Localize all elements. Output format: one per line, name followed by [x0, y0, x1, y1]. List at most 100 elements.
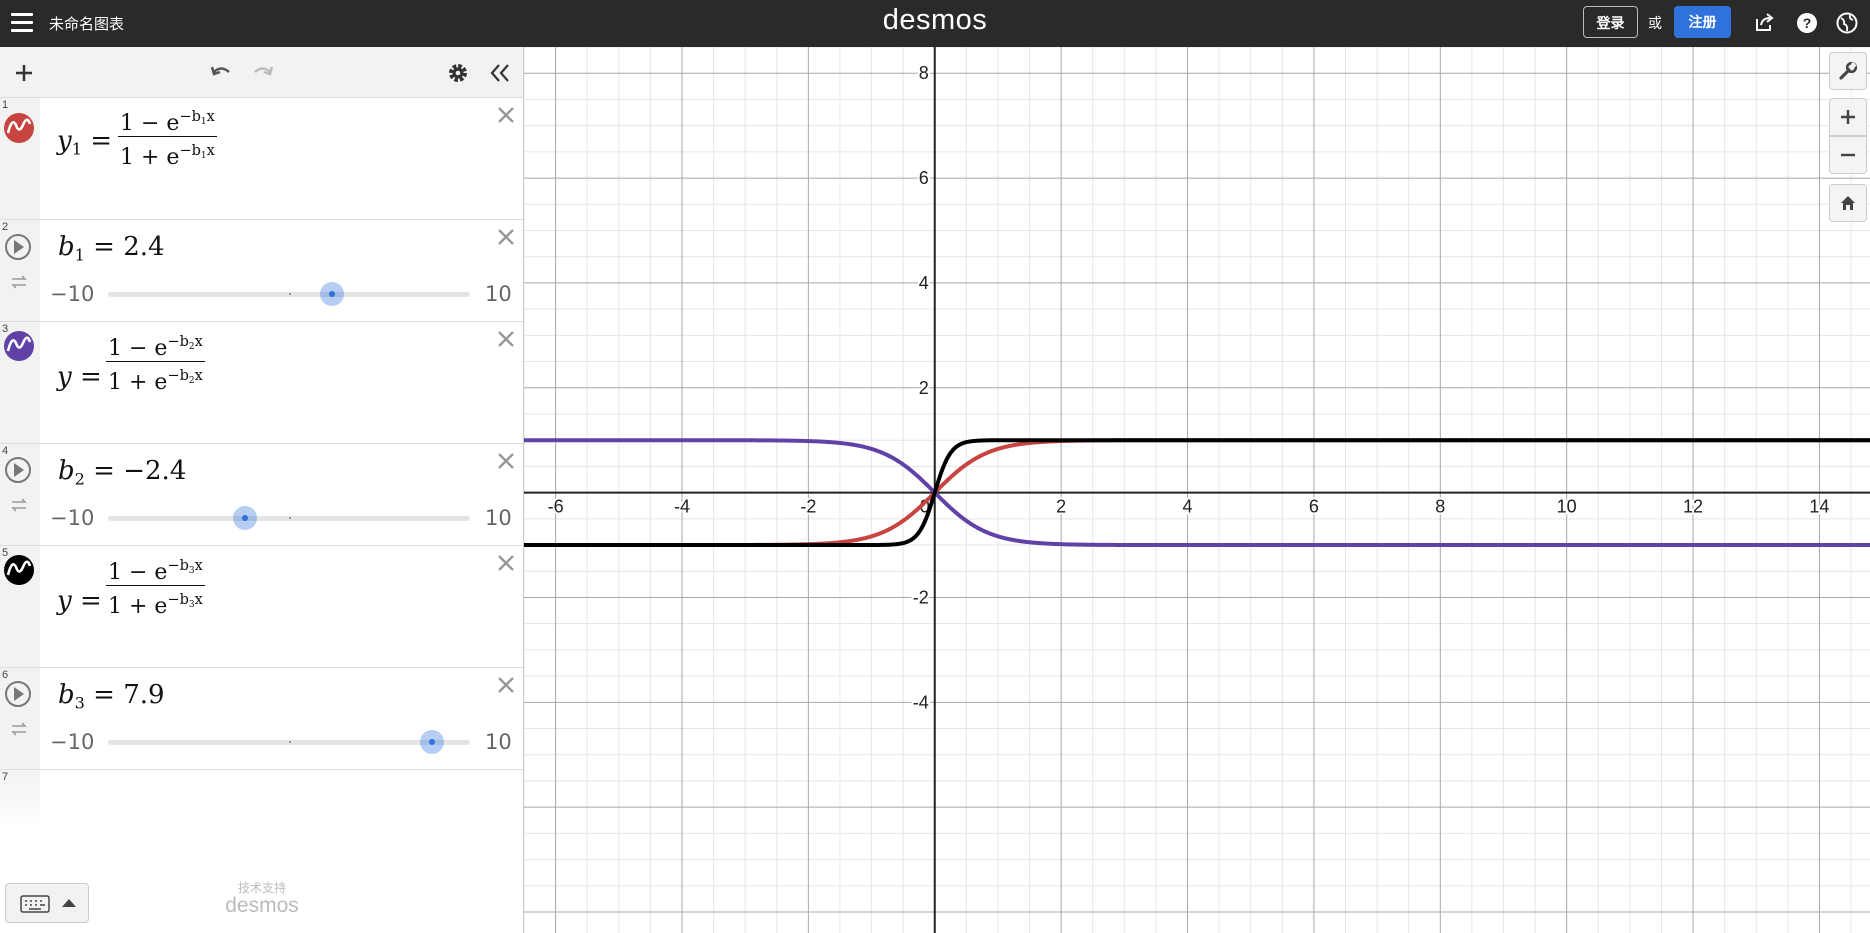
curve-purple: [524, 438, 1870, 548]
caret-up-icon: [62, 899, 76, 907]
add-icon[interactable]: [11, 60, 37, 86]
graph-color-icon-purple[interactable]: [3, 330, 35, 362]
y-tick-label: 8: [919, 63, 929, 83]
play-icon[interactable]: [4, 680, 32, 708]
expression-row-7[interactable]: 7: [0, 770, 523, 830]
graph-title[interactable]: 未命名图表: [49, 16, 125, 33]
expression-row-5[interactable]: 5 y = 1 − e−b3x 1 + e−b3x: [0, 546, 523, 668]
slider-max[interactable]: 10: [485, 730, 512, 754]
menu-icon[interactable]: [11, 13, 33, 33]
expression-gutter: [0, 770, 40, 830]
help-icon[interactable]: ?: [1796, 12, 1818, 34]
graph-color-icon-red[interactable]: [3, 112, 35, 144]
x-tick-label: 14: [1809, 497, 1829, 517]
collapse-icon[interactable]: [487, 60, 513, 86]
x-tick-label: 10: [1557, 497, 1577, 517]
default-viewport-button[interactable]: [1829, 184, 1867, 222]
slider-expression[interactable]: b1 = 2.4: [58, 232, 165, 265]
loop-icon[interactable]: [10, 275, 28, 289]
login-button[interactable]: 登录: [1583, 6, 1638, 38]
zoom-out-button[interactable]: [1829, 136, 1867, 174]
delete-expression-icon[interactable]: [495, 552, 517, 574]
slider-min[interactable]: −10: [50, 506, 95, 530]
expression-index: 6: [2, 669, 9, 681]
equation-lhs: y1 =: [57, 126, 113, 159]
slider-min[interactable]: −10: [50, 730, 95, 754]
expression-toolbar: [0, 47, 523, 98]
zoom-in-button[interactable]: [1829, 98, 1867, 136]
equation-lhs: y =: [57, 586, 102, 616]
expression-gutter: [0, 220, 40, 321]
slider-zero-mark: [289, 741, 291, 743]
slider-thumb[interactable]: [320, 282, 344, 306]
or-label: 或: [1648, 15, 1662, 31]
undo-icon[interactable]: [208, 60, 234, 86]
loop-icon[interactable]: [10, 498, 28, 512]
equation-fraction[interactable]: 1 − e−b3x 1 + e−b3x: [106, 557, 205, 620]
equation-fraction[interactable]: 1 − e−b2x 1 + e−b2x: [106, 333, 205, 396]
powered-by-label: 技术支持: [237, 881, 286, 895]
zoom-out-icon: [1841, 153, 1855, 157]
x-tick-label: 6: [1309, 497, 1319, 517]
keyboard-icon: [20, 895, 50, 913]
zoom-in-icon: [1841, 110, 1855, 124]
slider-max[interactable]: 10: [485, 282, 512, 306]
x-tick-label: 2: [1056, 497, 1066, 517]
slider-zero-mark: [289, 293, 291, 295]
graph-color-icon-black[interactable]: [3, 554, 35, 586]
x-tick-label: -2: [800, 497, 816, 517]
svg-text:?: ?: [1803, 15, 1812, 31]
x-tick-label: -6: [548, 497, 564, 517]
expression-row-1[interactable]: 1 y1 = 1 − e−b1x 1 + e−b1x: [0, 98, 523, 220]
expression-panel: 1 y1 = 1 − e−b1x 1 + e−b1x 2 b1 = 2.4 −1…: [0, 47, 524, 933]
slider-expression[interactable]: b2 = −2.4: [58, 456, 187, 489]
wrench-icon: [1839, 61, 1858, 80]
expression-row-4[interactable]: 4 b2 = −2.4 −10 10: [0, 444, 523, 546]
expression-index: 1: [2, 99, 9, 111]
slider-thumb[interactable]: [420, 730, 444, 754]
expression-row-3[interactable]: 3 y = 1 − e−b2x 1 + e−b2x: [0, 322, 523, 444]
x-tick-label: 8: [1435, 497, 1445, 517]
powered-by-logo: desmos: [225, 894, 299, 917]
y-tick-label: 4: [919, 273, 929, 293]
expression-gutter: [0, 668, 40, 769]
share-icon[interactable]: [1753, 12, 1775, 34]
keyboard-toggle-button[interactable]: [5, 883, 89, 923]
curve-black: [524, 438, 1870, 548]
loop-icon[interactable]: [10, 722, 28, 736]
expression-row-6[interactable]: 6 b3 = 7.9 −10 10: [0, 668, 523, 770]
y-tick-label: -2: [913, 587, 929, 607]
play-icon[interactable]: [4, 456, 32, 484]
powered-by[interactable]: 技术支持 desmos: [212, 882, 312, 917]
play-icon[interactable]: [4, 233, 32, 261]
y-tick-label: -4: [913, 692, 929, 712]
language-icon[interactable]: [1836, 12, 1858, 34]
delete-expression-icon[interactable]: [495, 674, 517, 696]
x-tick-label: 12: [1683, 497, 1703, 517]
home-icon: [1841, 196, 1855, 210]
expression-index: 2: [2, 221, 9, 233]
delete-expression-icon[interactable]: [495, 226, 517, 248]
slider-min[interactable]: −10: [50, 282, 95, 306]
y-tick-label: 2: [919, 378, 929, 398]
expression-index: 3: [2, 323, 9, 335]
top-bar: 未命名图表 desmos 登录 或 注册 ?: [0, 0, 1870, 47]
delete-expression-icon[interactable]: [495, 104, 517, 126]
settings-icon[interactable]: [445, 60, 471, 86]
delete-expression-icon[interactable]: [495, 328, 517, 350]
redo-icon[interactable]: [250, 60, 276, 86]
slider-expression[interactable]: b3 = 7.9: [58, 680, 165, 713]
expression-gutter: [0, 444, 40, 545]
delete-expression-icon[interactable]: [495, 450, 517, 472]
equation-fraction[interactable]: 1 − e−b1x 1 + e−b1x: [118, 108, 217, 171]
graph-settings-button[interactable]: [1829, 52, 1867, 90]
x-tick-label: -4: [674, 497, 690, 517]
equation-lhs: y =: [57, 362, 102, 392]
expression-row-2[interactable]: 2 b1 = 2.4 −10 10: [0, 220, 523, 322]
signup-button[interactable]: 注册: [1674, 6, 1731, 38]
expression-index: 4: [2, 445, 9, 457]
slider-max[interactable]: 10: [485, 506, 512, 530]
slider-thumb[interactable]: [233, 506, 257, 530]
expression-index: 7: [2, 771, 9, 783]
